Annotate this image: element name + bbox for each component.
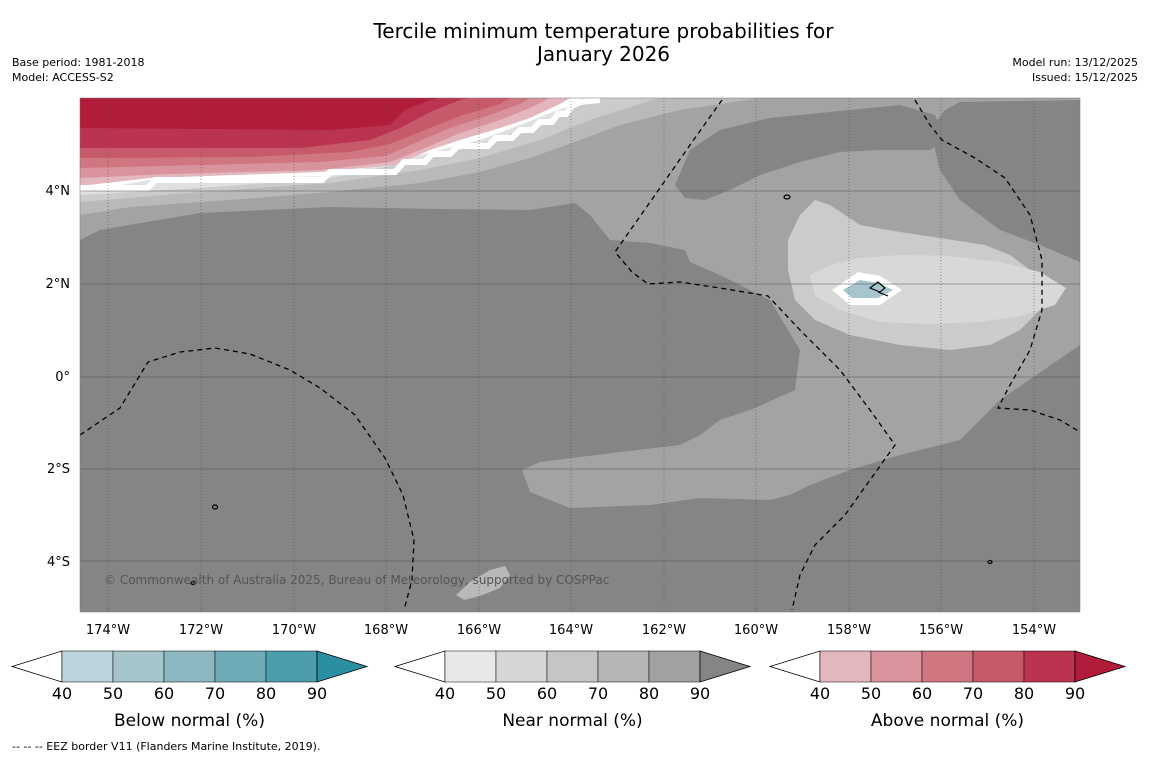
legend-min-arrow [768,650,821,683]
legend-color-step [61,650,114,683]
eez-footnote: -- -- -- EEZ border V11 (Flanders Marine… [12,740,321,753]
lat-label-4s: 4°S [47,555,70,570]
legend-color-step [214,650,267,683]
eez-borders [80,99,1080,611]
issued-date: Issued: 15/12/2025 [1031,71,1138,84]
above-normal-90-band [80,98,440,130]
island-small-2 [211,504,219,510]
eez-border-east [914,99,1080,433]
legend-title: Near normal (%) [502,711,642,731]
lon-label: 168°W [364,623,408,638]
lat-label-4n: 4°N [46,184,71,199]
legend-color-step [495,650,548,683]
legend-color-step [1023,650,1076,683]
legend-color-step [163,650,216,683]
island-small-3 [190,580,196,586]
legend-color-step [921,650,974,683]
lat-label-2n: 2°N [46,277,71,292]
copyright-notice: © Commonwealth of Australia 2025, Bureau… [104,573,609,587]
lat-label-2s: 2°S [47,462,70,477]
legend-tick-label: 40 [810,684,830,703]
legend-color-step [972,650,1025,683]
legend-color-step [546,650,599,683]
island-small-4 [987,559,993,565]
legend-tick-label: 90 [1065,684,1085,703]
run-info: Model run: 13/12/2025 Issued: 15/12/2025 [1012,55,1138,85]
legend-color-step [444,650,497,683]
near-normal-70-80-region [80,98,1080,508]
lon-label: 170°W [272,623,316,638]
model-info: Base period: 1981-2018 Model: ACCESS-S2 [12,55,144,85]
legend-color-step [265,650,318,683]
base-period: Base period: 1981-2018 [12,56,145,69]
eez-border-west [80,347,415,611]
legends: 40 50 60 70 80 90 Below normal (%) 40 50 60 70 80 90… [10,650,1127,731]
legend-near-normal: 40 50 60 70 80 90 Near normal (%) [393,650,752,731]
lon-label: 166°W [457,623,501,638]
legend-max-arrow [1074,650,1127,683]
legend-title: Above normal (%) [871,711,1024,731]
legend-tick-label: 50 [861,684,881,703]
island-kiritimati [868,281,889,297]
near-normal-40-50-region [810,255,1066,324]
legend-color-step [648,650,701,683]
legend-tick-label: 40 [52,684,72,703]
chart-title-line1: Tercile minimum temperature probabilitie… [373,19,834,43]
lon-label: 164°W [549,623,593,638]
model-run: Model run: 13/12/2025 [1012,56,1138,69]
legend-tick-label: 90 [690,684,710,703]
eez-border-central [614,99,896,611]
islands [190,194,993,586]
lon-label: 162°W [642,623,686,638]
legend-title: Below normal (%) [114,711,265,731]
legend-tick-label: 80 [256,684,276,703]
legend-tick-label: 60 [912,684,932,703]
graticule [80,98,1080,612]
legend-tick-label: 70 [588,684,608,703]
legend-tick-label: 70 [963,684,983,703]
legend-max-arrow [699,650,752,683]
near-normal-80-90-pocket [675,105,945,200]
legend-tick-label: 80 [1014,684,1034,703]
legend-color-step [819,650,872,683]
legend-tick-label: 90 [307,684,327,703]
near-normal-small-patch [456,566,510,600]
chart-title-line2: January 2026 [536,42,671,66]
legend-below-normal: 40 50 60 70 80 90 Below normal (%) [10,650,369,731]
lon-label: 158°W [827,623,871,638]
map-panel: © Commonwealth of Australia 2025, Bureau… [80,98,1080,612]
latitude-labels: 4°N 2°N 0° 2°S 4°S [46,184,71,570]
legend-tick-label: 60 [154,684,174,703]
longitude-labels: 174°W 172°W 170°W 168°W 166°W 164°W 162°W 160°W… [86,623,1056,638]
legend-tick-label: 50 [486,684,506,703]
lon-label: 156°W [919,623,963,638]
lon-label: 174°W [86,623,130,638]
lat-label-0: 0° [55,370,70,385]
lon-label: 172°W [179,623,223,638]
island-small-1 [783,194,791,200]
legend-tick-label: 40 [435,684,455,703]
legend-min-arrow [10,650,63,683]
legend-tick-label: 60 [537,684,557,703]
chart-title: Tercile minimum temperature probabilitie… [300,20,907,66]
legend-above-normal: 40 50 60 70 80 90 Above normal (%) [768,650,1127,731]
legend-color-step [112,650,165,683]
map-frame [79,97,1081,613]
legend-min-arrow [393,650,446,683]
legend-tick-label: 70 [205,684,225,703]
model-name: Model: ACCESS-S2 [12,71,114,84]
lon-label: 160°W [734,623,778,638]
legend-color-step [597,650,650,683]
lon-label: 154°W [1012,623,1056,638]
legend-tick-label: 80 [639,684,659,703]
category-boundary-line [80,98,601,191]
legend-tick-label: 50 [103,684,123,703]
legend-max-arrow [316,650,369,683]
legend-color-step [870,650,923,683]
